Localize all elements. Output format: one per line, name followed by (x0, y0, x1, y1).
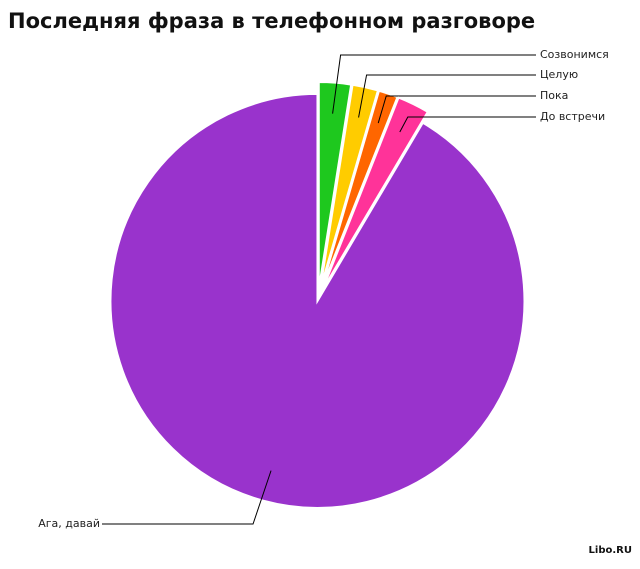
pie-slice (321, 96, 430, 291)
leader-line (102, 470, 272, 525)
leader-line (399, 116, 536, 133)
leader-line (358, 74, 536, 118)
pie-slice (109, 92, 526, 509)
slice-label: Созвонимся (540, 48, 609, 61)
slice-label: Целую (540, 68, 578, 81)
leader-line (377, 95, 536, 124)
slice-label: Ага, давай (38, 517, 100, 530)
pie-slice (320, 89, 399, 290)
slice-label: До встречи (540, 110, 605, 123)
pie-slice (319, 83, 380, 290)
leader-line (332, 54, 536, 114)
pie-slice (317, 81, 353, 290)
slice-label: Пока (540, 89, 568, 102)
chart-title: Последняя фраза в телефонном разговоре (8, 9, 535, 33)
watermark: Libo.RU (589, 545, 632, 556)
